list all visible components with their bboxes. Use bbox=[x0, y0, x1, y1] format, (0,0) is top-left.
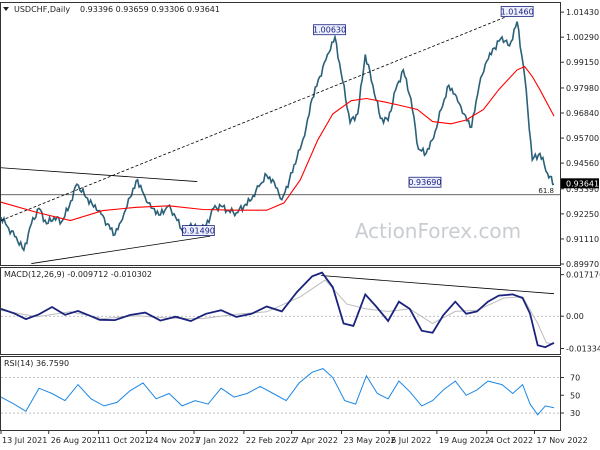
price-level-label: 1.00630 bbox=[313, 26, 346, 35]
x-tick-label: 23 May 2022 bbox=[343, 436, 395, 445]
x-tick-label: 11 Oct 2021 bbox=[101, 436, 150, 445]
price-level-label: 1.01460 bbox=[501, 7, 534, 16]
macd-series-group bbox=[0, 271, 555, 349]
rsi-y-axis: 70 50 30 bbox=[1, 374, 580, 418]
x-tick-label: 17 Nov 2022 bbox=[536, 436, 587, 445]
rsi-panel: 70 50 30 RSI(14) 36.7590 bbox=[0, 356, 580, 431]
price-y-tick-label: 0.89970 bbox=[566, 260, 599, 269]
rising-channel-line bbox=[0, 11, 520, 221]
price-header-symbol: USDCHF,Daily bbox=[14, 5, 70, 14]
price-y-tick-label: 0.97980 bbox=[566, 84, 599, 93]
macd-y-tick-label: 0.00 bbox=[566, 312, 584, 321]
price-series-group bbox=[0, 21, 555, 253]
chart-menu-triangle-icon[interactable] bbox=[3, 7, 9, 11]
price-annotations: 61.8 1.00630 1.01460 0.93690 0.91490 0.93641 bbox=[0, 6, 599, 264]
fib-level-label: 61.8 bbox=[538, 187, 554, 195]
price-y-tick-label: 1.00290 bbox=[566, 33, 599, 42]
last-price-label: 0.93641 bbox=[566, 179, 599, 188]
price-y-tick-label: 0.93390 bbox=[566, 185, 599, 194]
price-y-axis: 1.01430 1.00290 0.99150 0.97980 0.96840 0.957… bbox=[561, 8, 599, 269]
x-tick-label: 7 Jan 2022 bbox=[196, 436, 239, 445]
x-tick-label: 19 Aug 2022 bbox=[439, 436, 490, 445]
macd-y-axis: 0.017176 0.00 -0.01334 bbox=[1, 271, 600, 353]
macd-panel-frame bbox=[0, 267, 561, 355]
price-series-line bbox=[0, 21, 555, 253]
rsi-y-tick-label: 70 bbox=[570, 374, 580, 383]
x-tick-label: 26 Aug 2021 bbox=[51, 436, 102, 445]
macd-header: MACD(12,26,9) -0.009712 -0.010302 bbox=[4, 270, 152, 279]
price-level-label-box bbox=[408, 176, 442, 188]
rsi-panel-frame bbox=[0, 356, 561, 431]
price-y-tick-label: 0.96840 bbox=[566, 109, 599, 118]
x-tick-label: 22 Feb 2022 bbox=[246, 436, 296, 445]
price-level-label: 0.91490 bbox=[182, 227, 215, 236]
x-tick-label: 7 Apr 2022 bbox=[294, 436, 338, 445]
rsi-y-tick-label: 50 bbox=[570, 391, 580, 400]
macd-y-tick-label: 0.017176 bbox=[566, 271, 600, 280]
price-header-ohlc: 0.93396 0.93659 0.93306 0.93641 bbox=[80, 5, 220, 14]
price-level-label-box bbox=[500, 6, 534, 17]
x-tick-label: 4 Oct 2022 bbox=[489, 436, 533, 445]
rsi-header: RSI(14) 36.7590 bbox=[4, 359, 69, 368]
price-y-tick-label: 0.95700 bbox=[566, 134, 599, 143]
price-panel-frame bbox=[0, 2, 561, 266]
price-watermark: ActionForex.com bbox=[355, 219, 521, 243]
price-y-tick-label: 1.01430 bbox=[566, 8, 599, 17]
moving-average-line bbox=[0, 65, 555, 222]
x-tick-label: 6 Jul 2022 bbox=[391, 436, 431, 445]
x-tick-label: 24 Nov 2021 bbox=[148, 436, 199, 445]
rsi-line bbox=[0, 368, 555, 416]
price-y-tick-label: 0.92250 bbox=[566, 210, 599, 219]
macd-y-tick-label: -0.01334 bbox=[566, 344, 600, 353]
macd-descending-line bbox=[320, 275, 555, 295]
price-y-tick-label: 0.99150 bbox=[566, 58, 599, 67]
price-panel: ActionForex.com 1.01430 1.00290 0.99150 0.9… bbox=[0, 2, 599, 269]
price-level-label: 0.93690 bbox=[408, 178, 441, 187]
rsi-y-tick-label: 30 bbox=[570, 409, 580, 418]
upper-triangle-line bbox=[0, 167, 198, 182]
price-y-tick-label: 0.91110 bbox=[566, 235, 599, 244]
price-level-label-box bbox=[313, 24, 346, 36]
x-tick-label: 13 Jul 2021 bbox=[2, 436, 47, 445]
price-level-label-box bbox=[181, 225, 215, 236]
lower-triangle-line bbox=[31, 235, 211, 264]
macd-line bbox=[0, 271, 555, 349]
rsi-series-group bbox=[0, 368, 555, 416]
last-price-box bbox=[561, 178, 599, 189]
macd-panel: 0.017176 0.00 -0.01334 MACD(12,26,9) -0.00… bbox=[0, 267, 600, 355]
price-y-tick-label: 0.94560 bbox=[566, 159, 599, 168]
